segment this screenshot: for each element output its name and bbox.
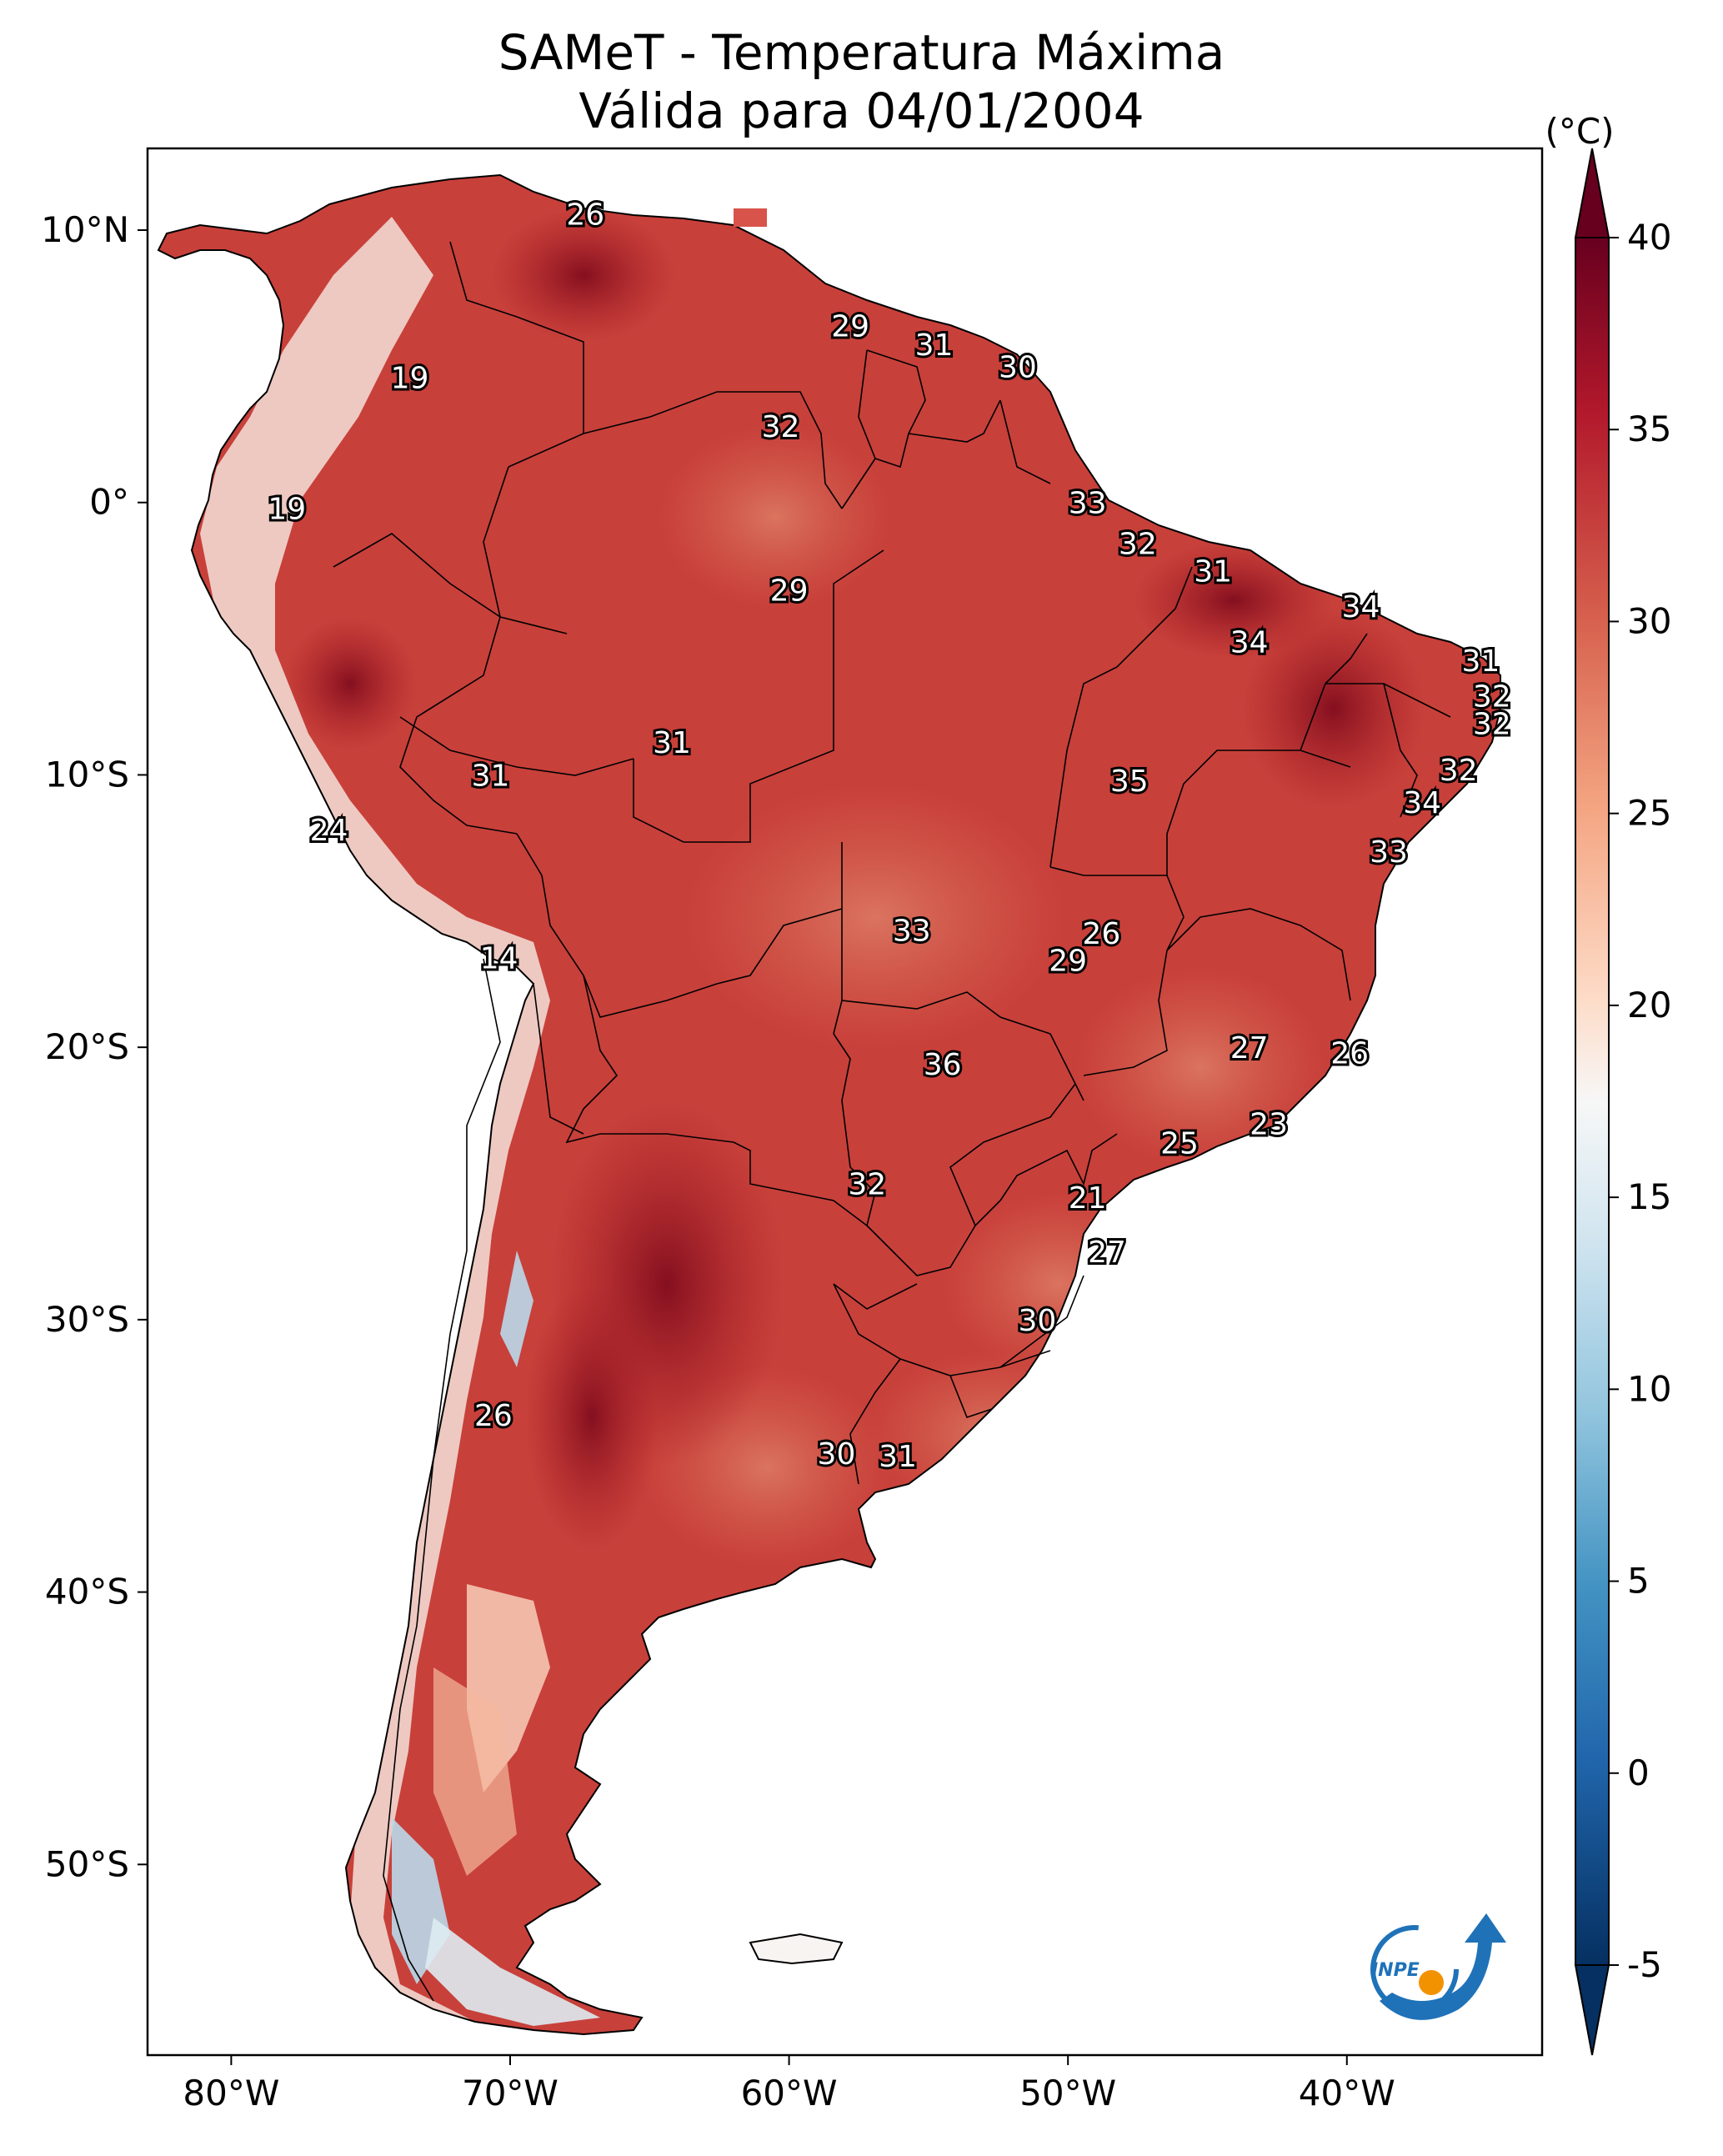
temperature-point-label: 30 — [999, 350, 1037, 384]
colorbar-tick-label: 40 — [1627, 217, 1671, 258]
colorbar-tick-label: 25 — [1627, 793, 1671, 834]
temperature-point-label: 30 — [1018, 1304, 1056, 1338]
map-title: SAMeT - Temperatura Máxima — [498, 24, 1225, 81]
lat-tick-label: 0° — [89, 482, 129, 523]
temperature-point-label: 29 — [1049, 945, 1087, 979]
temperature-point-label: 32 — [1473, 680, 1511, 714]
temperature-point-label: 19 — [268, 492, 306, 526]
colorbar-gradient — [1575, 237, 1610, 1966]
lon-tick-label: 60°W — [741, 2073, 838, 2113]
island — [734, 208, 767, 227]
lat-tick-label: 30°S — [45, 1299, 129, 1340]
temperature-point-label: 31 — [653, 726, 691, 760]
temperature-point-label: 27 — [1088, 1236, 1126, 1270]
temperature-point-label: 33 — [1069, 487, 1107, 521]
colorbar-tick-label: 5 — [1627, 1561, 1650, 1602]
colorbar-bottom-extension — [1574, 1964, 1610, 2056]
lon-tick-label: 80°W — [183, 2073, 279, 2113]
temperature-point-label: 26 — [1330, 1037, 1369, 1071]
lon-tick-label: 50°W — [1019, 2073, 1116, 2113]
temperature-point-label: 27 — [1230, 1031, 1269, 1065]
map-subtitle: Válida para 04/01/2004 — [579, 83, 1144, 139]
temperature-point-label: 26 — [474, 1399, 513, 1433]
temperature-point-label: 33 — [1370, 835, 1408, 870]
temperature-point-label: 29 — [831, 309, 869, 343]
lat-tick-label: 40°S — [45, 1572, 129, 1612]
colorbar-tick-label: 10 — [1627, 1368, 1671, 1409]
temperature-point-label: 31 — [1461, 644, 1500, 679]
temperature-point-label: 23 — [1250, 1108, 1288, 1142]
temperature-point-label: 31 — [915, 328, 954, 363]
longitude-axis: 80°W 70°W 60°W 50°W 40°W — [183, 2055, 1395, 2113]
lon-tick-label: 70°W — [462, 2073, 558, 2113]
colorbar-tick-label: 35 — [1627, 409, 1671, 449]
temperature-point-label: 26 — [566, 198, 604, 232]
lat-tick-label: 10°N — [41, 209, 129, 250]
colorbar-tick-label: 20 — [1627, 985, 1671, 1025]
logo-sun-icon — [1419, 1970, 1444, 1995]
lat-tick-label: 50°S — [45, 1843, 129, 1884]
temperature-point-label: 35 — [1110, 765, 1149, 799]
temperature-point-label: 30 — [818, 1437, 856, 1472]
temperature-point-label: 32 — [1440, 754, 1478, 788]
colorbar-unit-label: (°C) — [1545, 111, 1614, 152]
lat-tick-label: 20°S — [45, 1026, 129, 1067]
coastline — [157, 173, 1501, 2036]
temperature-point-label: 34 — [1403, 786, 1441, 820]
colorbar-tick-label: 30 — [1627, 600, 1671, 641]
logo-text: INPE — [1371, 1960, 1420, 1981]
temperature-point-label: 29 — [770, 574, 809, 608]
temperature-point-label: 31 — [1194, 554, 1232, 589]
lat-tick-label: 10°S — [45, 754, 129, 795]
colorbar-top-extension — [1574, 148, 1610, 238]
inpe-logo: INPE — [1370, 1913, 1506, 2020]
logo-arrow-icon — [1380, 1913, 1506, 2020]
temperature-point-label: 31 — [472, 759, 510, 793]
temperature-point-label: 21 — [1069, 1181, 1107, 1216]
colorbar-ticks: 40 35 30 25 20 15 10 5 0 -5 — [1609, 217, 1671, 1985]
temperature-point-label: 31 — [879, 1440, 917, 1474]
temperature-point-label: 34 — [1230, 625, 1269, 659]
colorbar: (°C) 40 35 30 25 20 15 10 5 0 -5 — [1545, 111, 1671, 2056]
temperature-point-label: 33 — [893, 915, 931, 949]
colorbar-tick-label: -5 — [1627, 1944, 1662, 1985]
map-border — [146, 147, 1544, 2057]
temperature-point-label: 19 — [391, 361, 429, 395]
temperature-point-label: 36 — [924, 1048, 962, 1082]
temperature-point-label: 32 — [762, 410, 800, 444]
temperature-point-label: 24 — [310, 814, 348, 848]
temperature-point-label: 26 — [1082, 917, 1120, 951]
temperature-point-label: 32 — [1119, 528, 1157, 562]
political-borders — [333, 241, 1451, 2002]
latitude-axis: 10°N 0° 10°S 20°S 30°S 40°S 50°S — [41, 209, 148, 1884]
colorbar-tick-label: 0 — [1627, 1752, 1650, 1793]
temperature-point-label: 32 — [1473, 707, 1511, 741]
temperature-point-label: 34 — [1342, 590, 1380, 624]
falkland-islands — [749, 1933, 844, 1965]
temperature-point-label: 25 — [1160, 1127, 1199, 1161]
colorbar-tick-label: 15 — [1627, 1176, 1671, 1217]
temperature-point-label: 14 — [480, 941, 518, 975]
temperature-point-label: 32 — [848, 1168, 886, 1202]
lon-tick-label: 40°W — [1299, 2073, 1395, 2113]
